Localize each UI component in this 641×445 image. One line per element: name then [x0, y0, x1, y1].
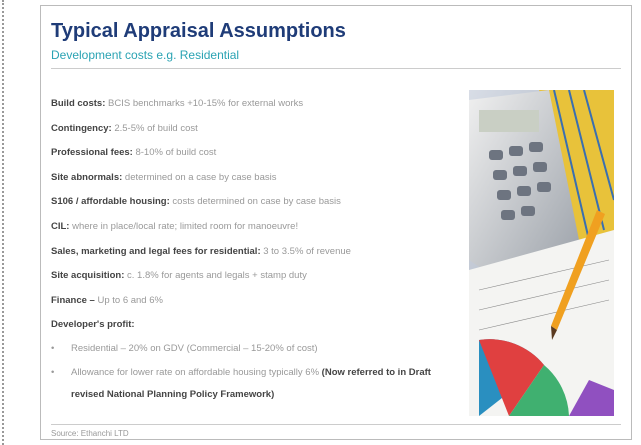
item: Finance – Up to 6 and 6%: [51, 295, 163, 306]
bullet-text: Residential – 20% on GDV (Commercial – 1…: [71, 343, 318, 354]
item-label: Sales, marketing and legal fees for resi…: [51, 245, 261, 257]
bullet-body: Allowance for lower rate on affordable h…: [51, 362, 461, 406]
item: Sales, marketing and legal fees for resi…: [51, 246, 351, 257]
title: Typical Appraisal Assumptions: [51, 20, 346, 42]
item-label: Finance –: [51, 294, 95, 306]
item-text: where in place/local rate; limited room …: [72, 221, 299, 232]
item-label: Developer's profit:: [51, 319, 135, 331]
item-label: Contingency:: [51, 122, 112, 134]
item: Build costs: BCIS benchmarks +10-15% for…: [51, 98, 303, 109]
slide: Typical Appraisal Assumptions Developmen…: [40, 5, 632, 440]
bullet-dot: •: [51, 343, 55, 354]
item: Developer's profit:: [51, 319, 135, 330]
footer-divider: [51, 424, 621, 425]
footer: Source: Ethanchi LTD: [51, 429, 129, 438]
item-text: 2.5-5% of build cost: [114, 122, 198, 134]
item-text: c. 1.8% for agents and legals + stamp du…: [127, 270, 307, 282]
item: S106 / affordable housing: costs determi…: [51, 196, 341, 207]
item: Site abnormals: determined on a case by …: [51, 172, 276, 183]
bullet: • Allowance for lower rate on affordable …: [51, 362, 461, 406]
item-text: BCIS benchmarks +10-15% for external wor…: [108, 98, 304, 109]
item-text: determined on a case by case basis: [124, 171, 277, 183]
item-label: Site abnormals:: [51, 171, 123, 183]
dotted-border: [2, 0, 4, 445]
bullet: • Residential – 20% on GDV (Commercial – …: [51, 338, 461, 360]
item: Professional fees: 8-10% of build cost: [51, 147, 216, 158]
item: Contingency: 2.5-5% of build cost: [51, 123, 198, 134]
item: Site acquisition: c. 1.8% for agents and…: [51, 270, 307, 281]
item-label: Site acquisition:: [51, 270, 125, 282]
photo: [469, 90, 614, 416]
item-label: S106 / affordable housing:: [51, 196, 170, 208]
item-text: Up to 6 and 6%: [97, 294, 163, 306]
item-label: Build costs:: [51, 98, 106, 109]
bullet-body: Residential – 20% on GDV (Commercial – 1…: [51, 338, 461, 360]
item-label: Professional fees:: [51, 147, 133, 159]
item: CIL: where in place/local rate; limited …: [51, 221, 298, 232]
divider: [51, 68, 621, 69]
item-text: 8-10% of build cost: [135, 147, 217, 159]
bullet-text: Allowance for lower rate on affordable h…: [71, 367, 320, 378]
item-text: costs determined on case by case basis: [172, 196, 341, 208]
item-label: CIL:: [51, 221, 70, 232]
bullet-bold: (Now referred to in Draft revised Nation…: [71, 367, 431, 400]
subtitle: Development costs e.g. Residential: [51, 48, 240, 62]
bullet-dot: •: [51, 367, 55, 378]
item-text: 3 to 3.5% of revenue: [263, 245, 351, 257]
